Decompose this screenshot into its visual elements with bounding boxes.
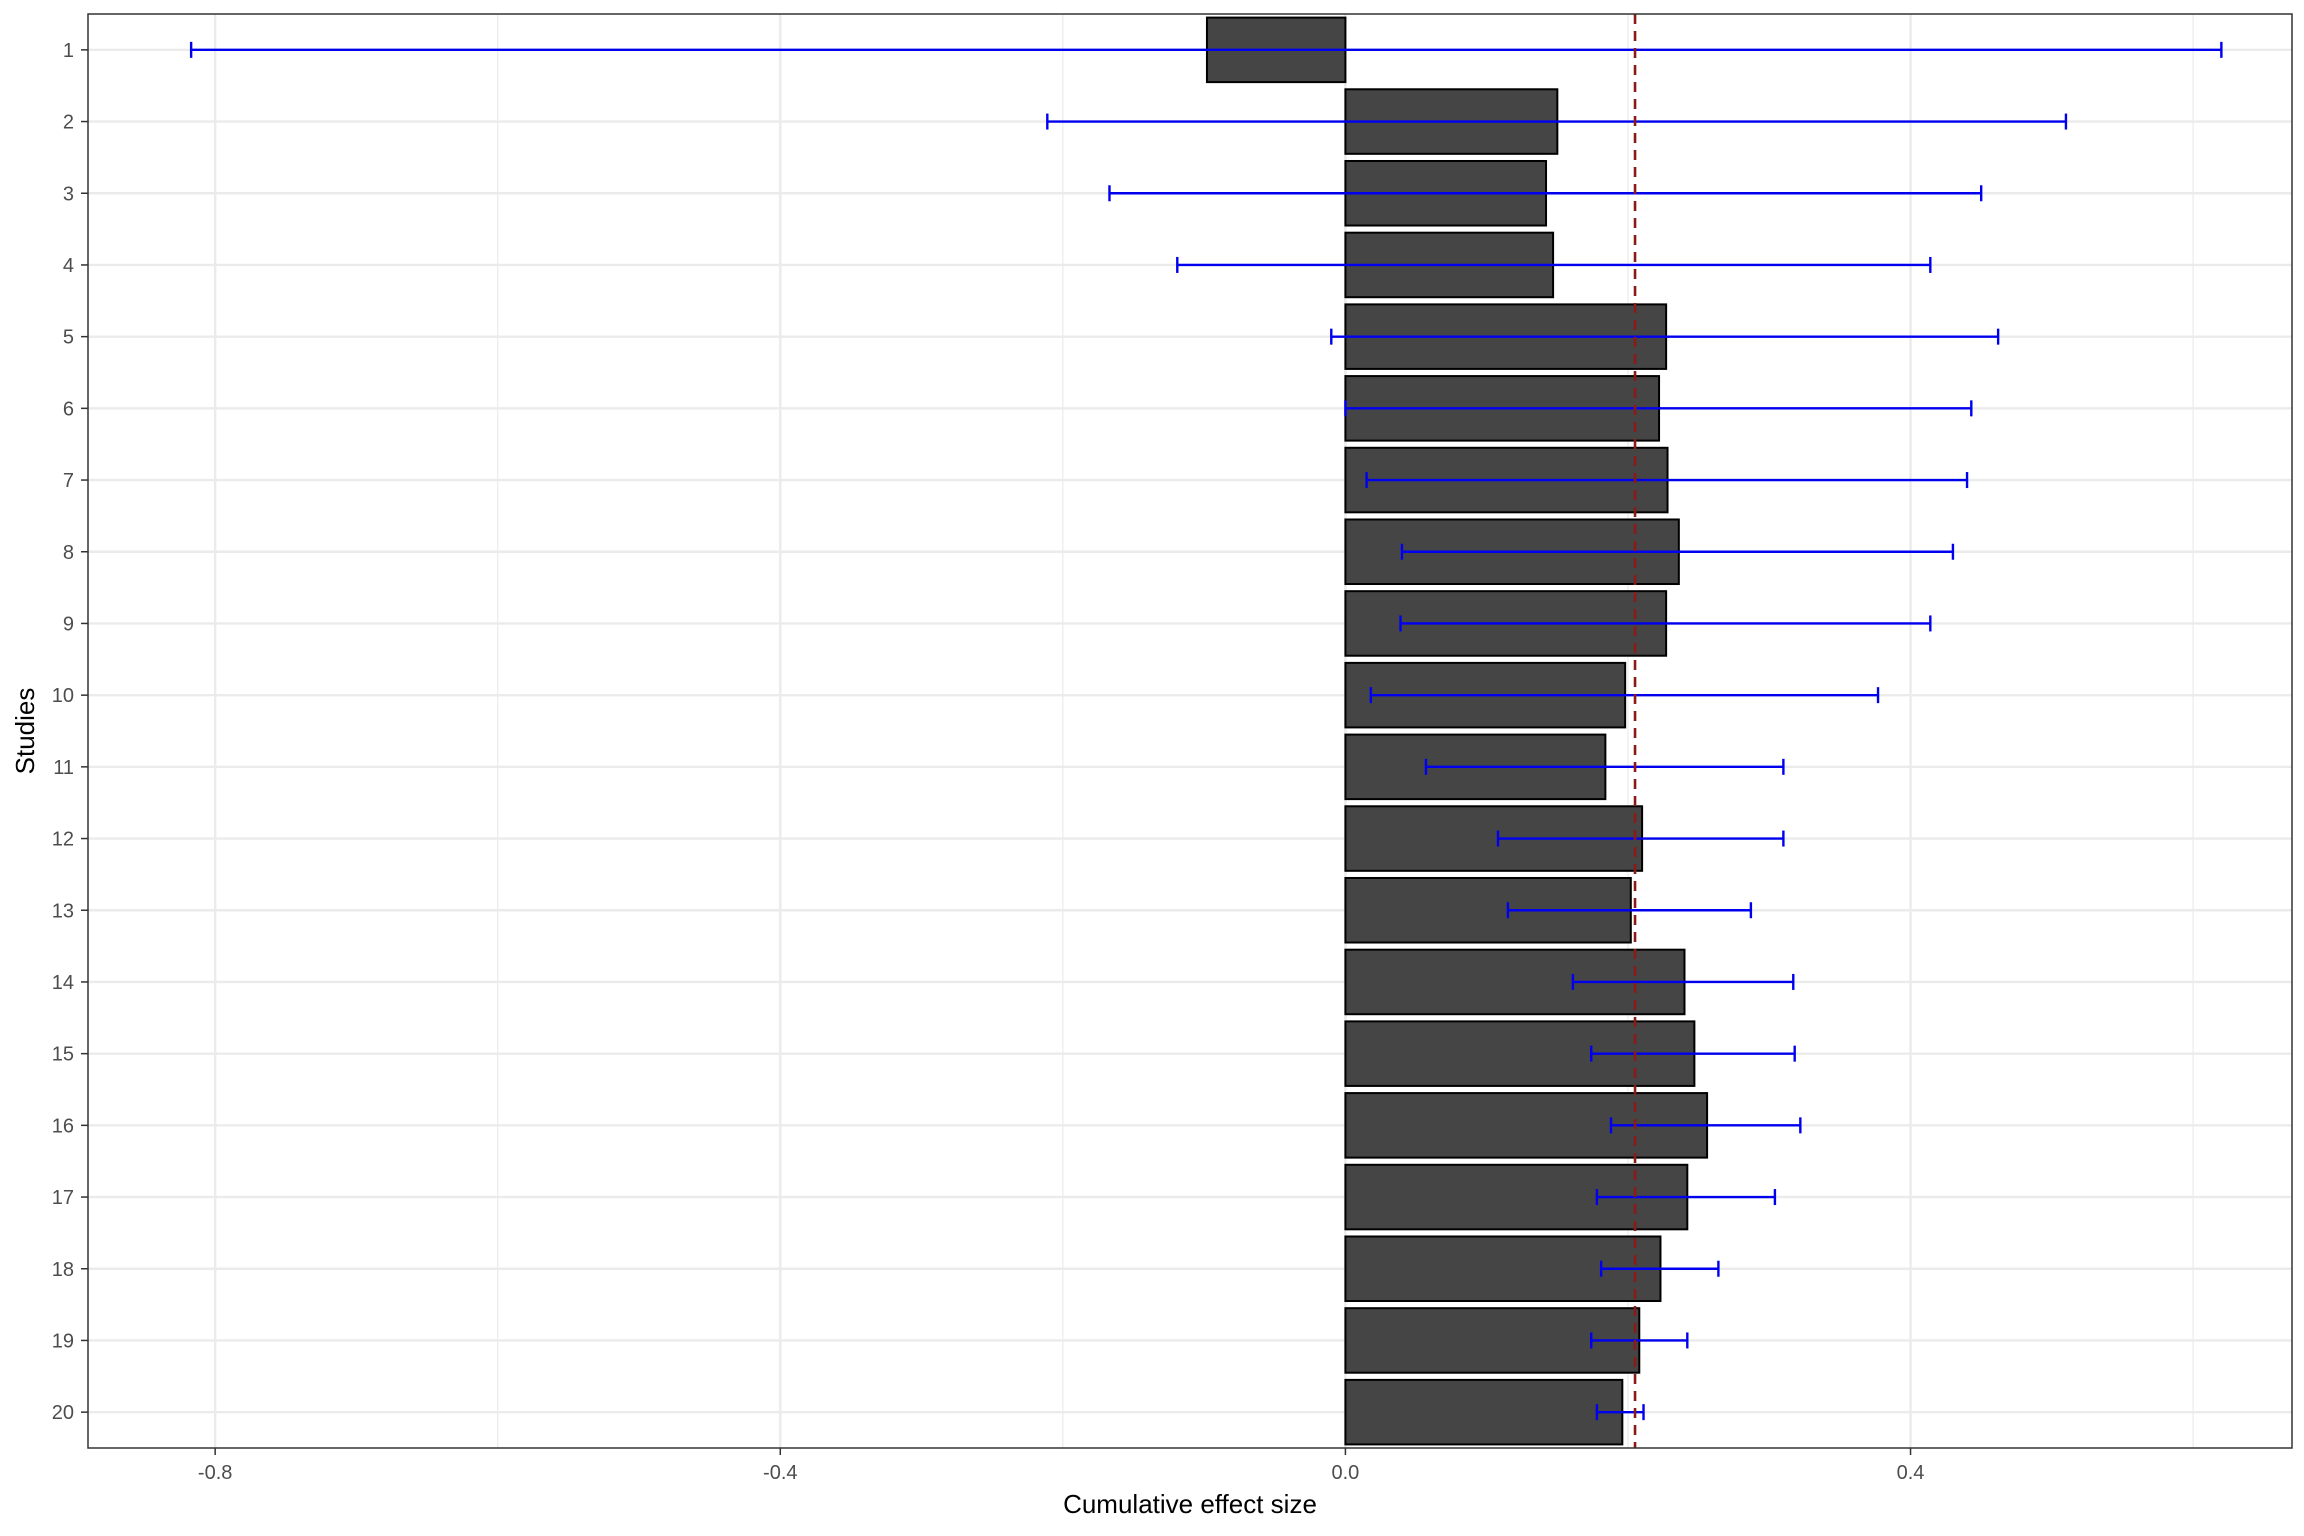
error-bar-study-14	[1571, 973, 1795, 990]
bar-study-20	[1344, 1378, 1624, 1446]
error-bars	[189, 41, 2223, 1421]
y-tick-label: 8	[63, 542, 74, 564]
error-bar-study-10	[1369, 687, 1880, 704]
y-tick-label: 6	[63, 398, 74, 420]
y-tick-label: 3	[63, 183, 74, 205]
y-tick-label: 5	[63, 327, 74, 349]
error-bar-study-5	[1330, 328, 2000, 345]
y-tick-label: 17	[52, 1187, 74, 1209]
error-bar-study-13	[1506, 902, 1753, 919]
error-bar-study-6	[1344, 400, 1973, 417]
error-bar-study-19	[1590, 1332, 1689, 1349]
error-bar-study-1	[189, 41, 2223, 58]
error-bar-study-4	[1176, 256, 1932, 273]
y-tick-label: 1	[63, 40, 74, 62]
error-bar-study-12	[1496, 830, 1785, 847]
y-tick-label: 7	[63, 470, 74, 492]
y-tick-label: 2	[63, 112, 74, 134]
x-axis-title: Cumulative effect size	[1063, 1489, 1317, 1519]
x-axis-ticks: -0.8 -0.4 0.0 0.4	[198, 1448, 1925, 1484]
y-tick-label: 13	[52, 900, 74, 922]
error-bar-study-7	[1365, 472, 1969, 489]
y-tick-label: 19	[52, 1330, 74, 1352]
y-tick-label: 20	[52, 1402, 74, 1424]
y-tick-label: 11	[53, 757, 74, 779]
y-tick-label: 16	[52, 1115, 74, 1137]
error-bar-study-16	[1609, 1117, 1802, 1134]
x-tick-label: 0.4	[1897, 1462, 1925, 1484]
error-bar-study-8	[1400, 543, 1955, 560]
error-bar-study-17	[1595, 1189, 1777, 1206]
error-bar-study-2	[1046, 113, 2068, 130]
y-tick-label: 4	[63, 255, 74, 277]
error-bar-study-3	[1108, 185, 1983, 202]
error-bar-study-18	[1599, 1260, 1720, 1277]
y-tick-label: 12	[52, 829, 74, 851]
error-bar-study-15	[1590, 1045, 1796, 1062]
x-tick-label: 0.0	[1332, 1462, 1360, 1484]
error-bar-study-9	[1399, 615, 1932, 632]
y-tick-label: 14	[52, 972, 74, 994]
x-tick-label: -0.4	[763, 1462, 797, 1484]
panel-border	[87, 13, 2293, 1449]
y-tick-label: 18	[52, 1259, 74, 1281]
error-bar-study-11	[1424, 758, 1785, 775]
x-tick-label: -0.8	[198, 1462, 232, 1484]
y-axis-title: Studies	[10, 688, 40, 775]
y-tick-label: 10	[52, 685, 74, 707]
y-tick-label: 9	[63, 613, 74, 635]
y-tick-label: 15	[52, 1044, 74, 1066]
